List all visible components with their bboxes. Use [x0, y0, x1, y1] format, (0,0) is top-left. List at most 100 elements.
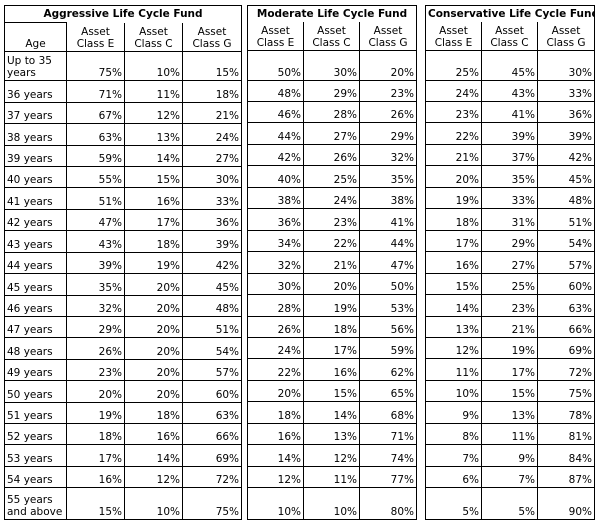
- asset-class-header: Asset Class G: [537, 22, 595, 51]
- allocation-cell: 63%: [66, 123, 125, 146]
- age-cell: 43 years: [4, 230, 67, 253]
- allocation-cell: 13%: [124, 123, 183, 146]
- table-row: 12% 19% 69%: [425, 337, 595, 360]
- table-row: 36 years 71% 11% 18%: [4, 80, 243, 103]
- allocation-cell: 32%: [358, 143, 418, 167]
- table-row: 12% 11% 77%: [247, 465, 418, 489]
- allocation-cell: 16%: [124, 187, 183, 210]
- allocation-cell: 15%: [124, 166, 183, 189]
- allocation-cell: 15%: [481, 379, 538, 403]
- table-row: 7% 9% 84%: [425, 444, 595, 467]
- allocation-cell: 35%: [481, 165, 538, 188]
- asset-class-header: Asset Class E: [247, 22, 304, 51]
- allocation-cell: 13%: [303, 422, 360, 446]
- table-row: 32% 21% 47%: [247, 251, 418, 274]
- allocation-cell: 15%: [66, 487, 125, 520]
- allocation-cell: 38%: [247, 186, 304, 210]
- allocation-cell: 10%: [425, 379, 482, 403]
- allocation-cell: 42%: [247, 143, 304, 167]
- allocation-cell: 57%: [537, 251, 595, 274]
- asset-class-header: Asset Class C: [124, 22, 183, 52]
- allocation-cell: 72%: [537, 358, 595, 381]
- allocation-cell: 29%: [66, 315, 125, 339]
- allocation-cell: 42%: [181, 251, 243, 275]
- allocation-cell: 55%: [66, 166, 125, 189]
- allocation-cell: 18%: [425, 208, 482, 231]
- allocation-cell: 10%: [247, 487, 304, 520]
- allocation-cell: 34%: [247, 229, 304, 253]
- allocation-cell: 42%: [537, 143, 595, 167]
- table-row: 19% 33% 48%: [425, 186, 595, 210]
- table-row: 42% 26% 32%: [247, 143, 418, 167]
- table-row: 8% 11% 81%: [425, 422, 595, 446]
- allocation-cell: 20%: [247, 379, 304, 403]
- allocation-cell: 18%: [303, 315, 360, 339]
- column-header-row: Age Asset Class E Asset Class C Asset Class…: [4, 22, 243, 52]
- age-cell: 52 years: [4, 422, 67, 446]
- allocation-cell: 11%: [425, 358, 482, 381]
- allocation-cell: 32%: [247, 251, 304, 274]
- age-column-header: Age: [4, 22, 67, 52]
- allocation-cell: 36%: [181, 208, 243, 232]
- allocation-cell: 16%: [247, 422, 304, 446]
- allocation-cell: 5%: [425, 487, 482, 520]
- allocation-cell: 19%: [303, 294, 360, 317]
- age-cell: 42 years: [4, 208, 67, 232]
- allocation-cell: 10%: [124, 487, 183, 520]
- allocation-cell: 9%: [481, 444, 538, 467]
- allocation-cell: 28%: [247, 294, 304, 317]
- allocation-cell: 39%: [181, 230, 243, 253]
- allocation-cell: 10%: [303, 487, 360, 520]
- allocation-cell: 87%: [537, 465, 595, 489]
- allocation-cell: 69%: [181, 444, 243, 467]
- table-row: 48% 29% 23%: [247, 79, 418, 103]
- table-row: 50 years 20% 20% 60%: [4, 380, 243, 403]
- age-cell: 53 years: [4, 444, 67, 467]
- allocation-cell: 16%: [303, 358, 360, 381]
- table-row: 50% 30% 20%: [247, 49, 418, 81]
- allocation-cell: 32%: [66, 294, 125, 317]
- allocation-cell: 17%: [66, 444, 125, 467]
- allocation-cell: 38%: [358, 186, 418, 210]
- table-row: 46 years 32% 20% 48%: [4, 294, 243, 317]
- allocation-cell: 21%: [181, 101, 243, 125]
- allocation-cell: 12%: [124, 101, 183, 125]
- allocation-cell: 57%: [181, 358, 243, 382]
- age-cell: 54 years: [4, 465, 67, 489]
- table-row: 23% 41% 36%: [425, 101, 595, 124]
- allocation-cell: 10%: [124, 50, 183, 82]
- allocation-cell: 14%: [247, 444, 304, 467]
- aggressive-fund-table: Aggressive Life Cycle Fund Age Asset Class…: [3, 4, 243, 520]
- age-cell: 50 years: [4, 380, 67, 403]
- allocation-cell: 44%: [358, 229, 418, 253]
- allocation-cell: 17%: [425, 229, 482, 253]
- table-row: 53 years 17% 14% 69%: [4, 444, 243, 467]
- allocation-cell: 26%: [303, 143, 360, 167]
- table-row: 14% 23% 63%: [425, 294, 595, 317]
- allocation-cell: 22%: [303, 229, 360, 253]
- allocation-cell: 27%: [481, 251, 538, 274]
- table-row: 37 years 67% 12% 21%: [4, 101, 243, 125]
- table-row: 48 years 26% 20% 54%: [4, 337, 243, 360]
- allocation-cell: 12%: [124, 465, 183, 489]
- table-row: 30% 20% 50%: [247, 272, 418, 296]
- allocation-cell: 72%: [181, 465, 243, 489]
- allocation-cell: 47%: [66, 208, 125, 232]
- allocation-cell: 23%: [66, 358, 125, 382]
- allocation-cell: 33%: [537, 79, 595, 103]
- table-row: Up to 35 years 75% 10% 15%: [4, 50, 243, 82]
- allocation-cell: 7%: [425, 444, 482, 467]
- allocation-cell: 23%: [358, 79, 418, 103]
- table-row: 49 years 23% 20% 57%: [4, 358, 243, 382]
- allocation-cell: 21%: [425, 143, 482, 167]
- allocation-cell: 60%: [537, 272, 595, 296]
- allocation-cell: 45%: [181, 273, 243, 296]
- allocation-cell: 39%: [481, 122, 538, 145]
- table-row: 22% 16% 62%: [247, 358, 418, 381]
- allocation-cell: 35%: [66, 273, 125, 296]
- age-cell: 40 years: [4, 166, 67, 189]
- table-row: 44% 27% 29%: [247, 122, 418, 145]
- allocation-cell: 16%: [66, 465, 125, 489]
- table-row: 24% 17% 59%: [247, 337, 418, 360]
- allocation-cell: 51%: [537, 208, 595, 231]
